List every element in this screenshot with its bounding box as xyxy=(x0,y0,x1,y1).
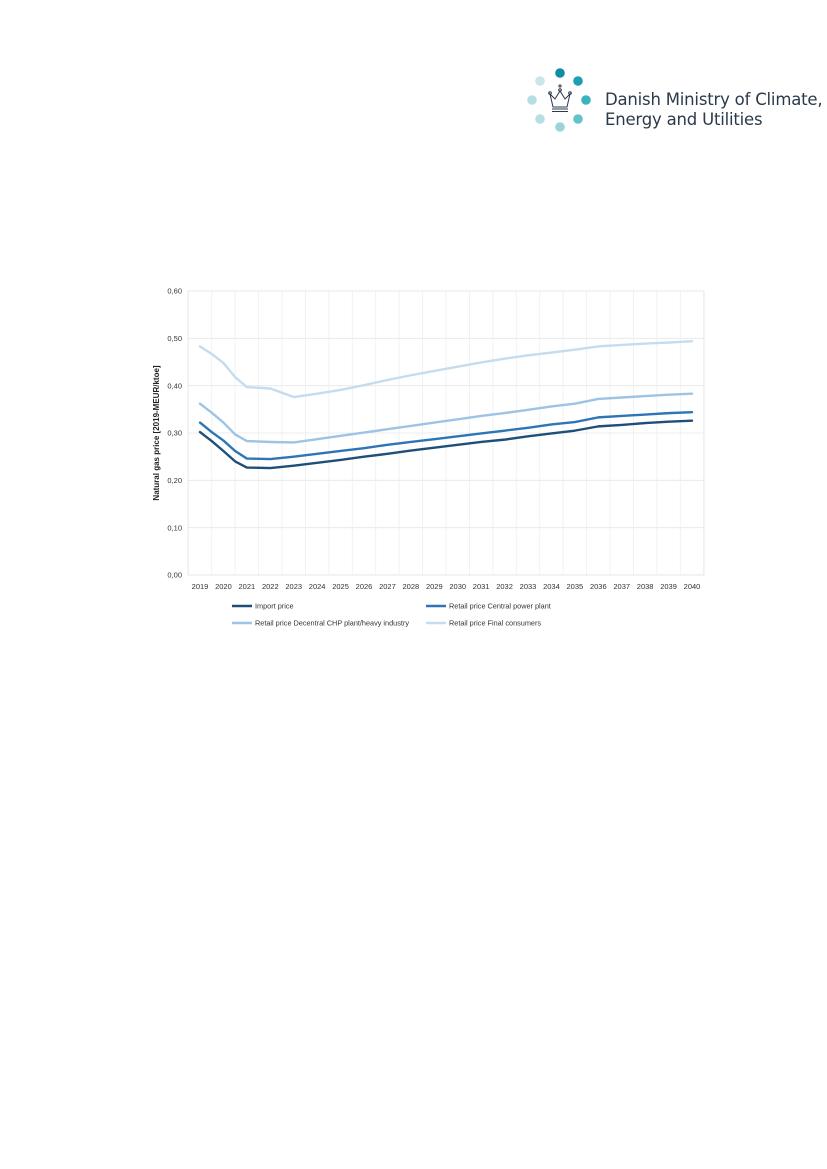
x-tick-label: 2022 xyxy=(262,582,279,591)
legend-label: Retail price Central power plant xyxy=(449,602,551,611)
x-tick-label: 2035 xyxy=(567,582,584,591)
logo-dot xyxy=(535,114,545,124)
logo-dot xyxy=(555,122,565,132)
logo-dot xyxy=(535,76,545,86)
series-line xyxy=(198,410,694,461)
legend-item: Import price xyxy=(232,602,294,611)
x-tick-label: 2030 xyxy=(449,582,466,591)
legend-label: Retail price Decentral CHP plant/heavy i… xyxy=(255,619,409,628)
logo-dot xyxy=(573,114,583,124)
x-tick-label: 2034 xyxy=(543,582,560,591)
x-tick-label: 2023 xyxy=(285,582,302,591)
x-tick-label: 2032 xyxy=(496,582,513,591)
legend-item: Retail price Decentral CHP plant/heavy i… xyxy=(232,619,409,628)
x-tick-label: 2020 xyxy=(215,582,232,591)
legend-label: Retail price Final consumers xyxy=(449,619,541,628)
legend-item: Retail price Central power plant xyxy=(426,602,551,611)
x-tick-label: 2037 xyxy=(613,582,630,591)
y-tick-label: 0,50 xyxy=(167,334,182,343)
series-line xyxy=(198,392,694,444)
x-tick-label: 2031 xyxy=(473,582,490,591)
x-tick-label: 2019 xyxy=(192,582,209,591)
ministry-logo: Danish Ministry of Climate, Energy and U… xyxy=(524,64,823,136)
x-tick-label: 2040 xyxy=(684,582,701,591)
x-tick-label: 2039 xyxy=(660,582,677,591)
y-axis: 0,00 0,10 0,20 0,30 0,40 0,50 0,60 xyxy=(167,287,182,580)
x-tick-label: 2025 xyxy=(332,582,349,591)
logo-dot xyxy=(555,68,565,78)
series-line xyxy=(198,419,694,470)
ministry-name-line2: Energy and Utilities xyxy=(605,110,763,129)
crown-emblem-icon xyxy=(527,68,591,132)
y-axis-title: Natural gas price [2019-MEUR/ktoe] xyxy=(152,365,161,500)
legend-item: Retail price Final consumers xyxy=(426,619,541,628)
natural-gas-price-chart: 0,00 0,10 0,20 0,30 0,40 0,50 0,60 2019 2020 202… xyxy=(152,287,705,628)
legend-label: Import price xyxy=(255,602,294,611)
y-tick-label: 0,40 xyxy=(167,381,182,390)
x-tick-label: 2033 xyxy=(520,582,537,591)
x-axis: 2019 2020 2021 2022 2023 2024 2025 2026 2027 2028… xyxy=(192,582,701,591)
y-tick-label: 0,10 xyxy=(167,523,182,532)
ministry-name: Danish Ministry of Climate, Energy and U… xyxy=(605,90,823,130)
series-lines xyxy=(198,339,694,470)
x-tick-label: 2036 xyxy=(590,582,607,591)
plot-border xyxy=(187,290,705,576)
legend: Import price Retail price Central power p… xyxy=(232,602,551,628)
series-line xyxy=(198,339,694,399)
y-tick-label: 0,30 xyxy=(167,429,182,438)
y-tick-label: 0,60 xyxy=(167,287,182,296)
x-tick-label: 2026 xyxy=(356,582,373,591)
x-tick-label: 2021 xyxy=(239,582,256,591)
x-tick-label: 2028 xyxy=(403,582,420,591)
logo-dot xyxy=(527,95,537,105)
x-tick-label: 2038 xyxy=(637,582,654,591)
x-tick-label: 2027 xyxy=(379,582,396,591)
y-tick-label: 0,00 xyxy=(167,571,182,580)
x-tick-label: 2024 xyxy=(309,582,326,591)
y-tick-label: 0,20 xyxy=(167,476,182,485)
ministry-name-line1: Danish Ministry of Climate, xyxy=(605,90,823,109)
x-tick-label: 2029 xyxy=(426,582,443,591)
logo-dot xyxy=(581,95,591,105)
crown-icon xyxy=(548,84,572,112)
logo-dot xyxy=(573,76,583,86)
